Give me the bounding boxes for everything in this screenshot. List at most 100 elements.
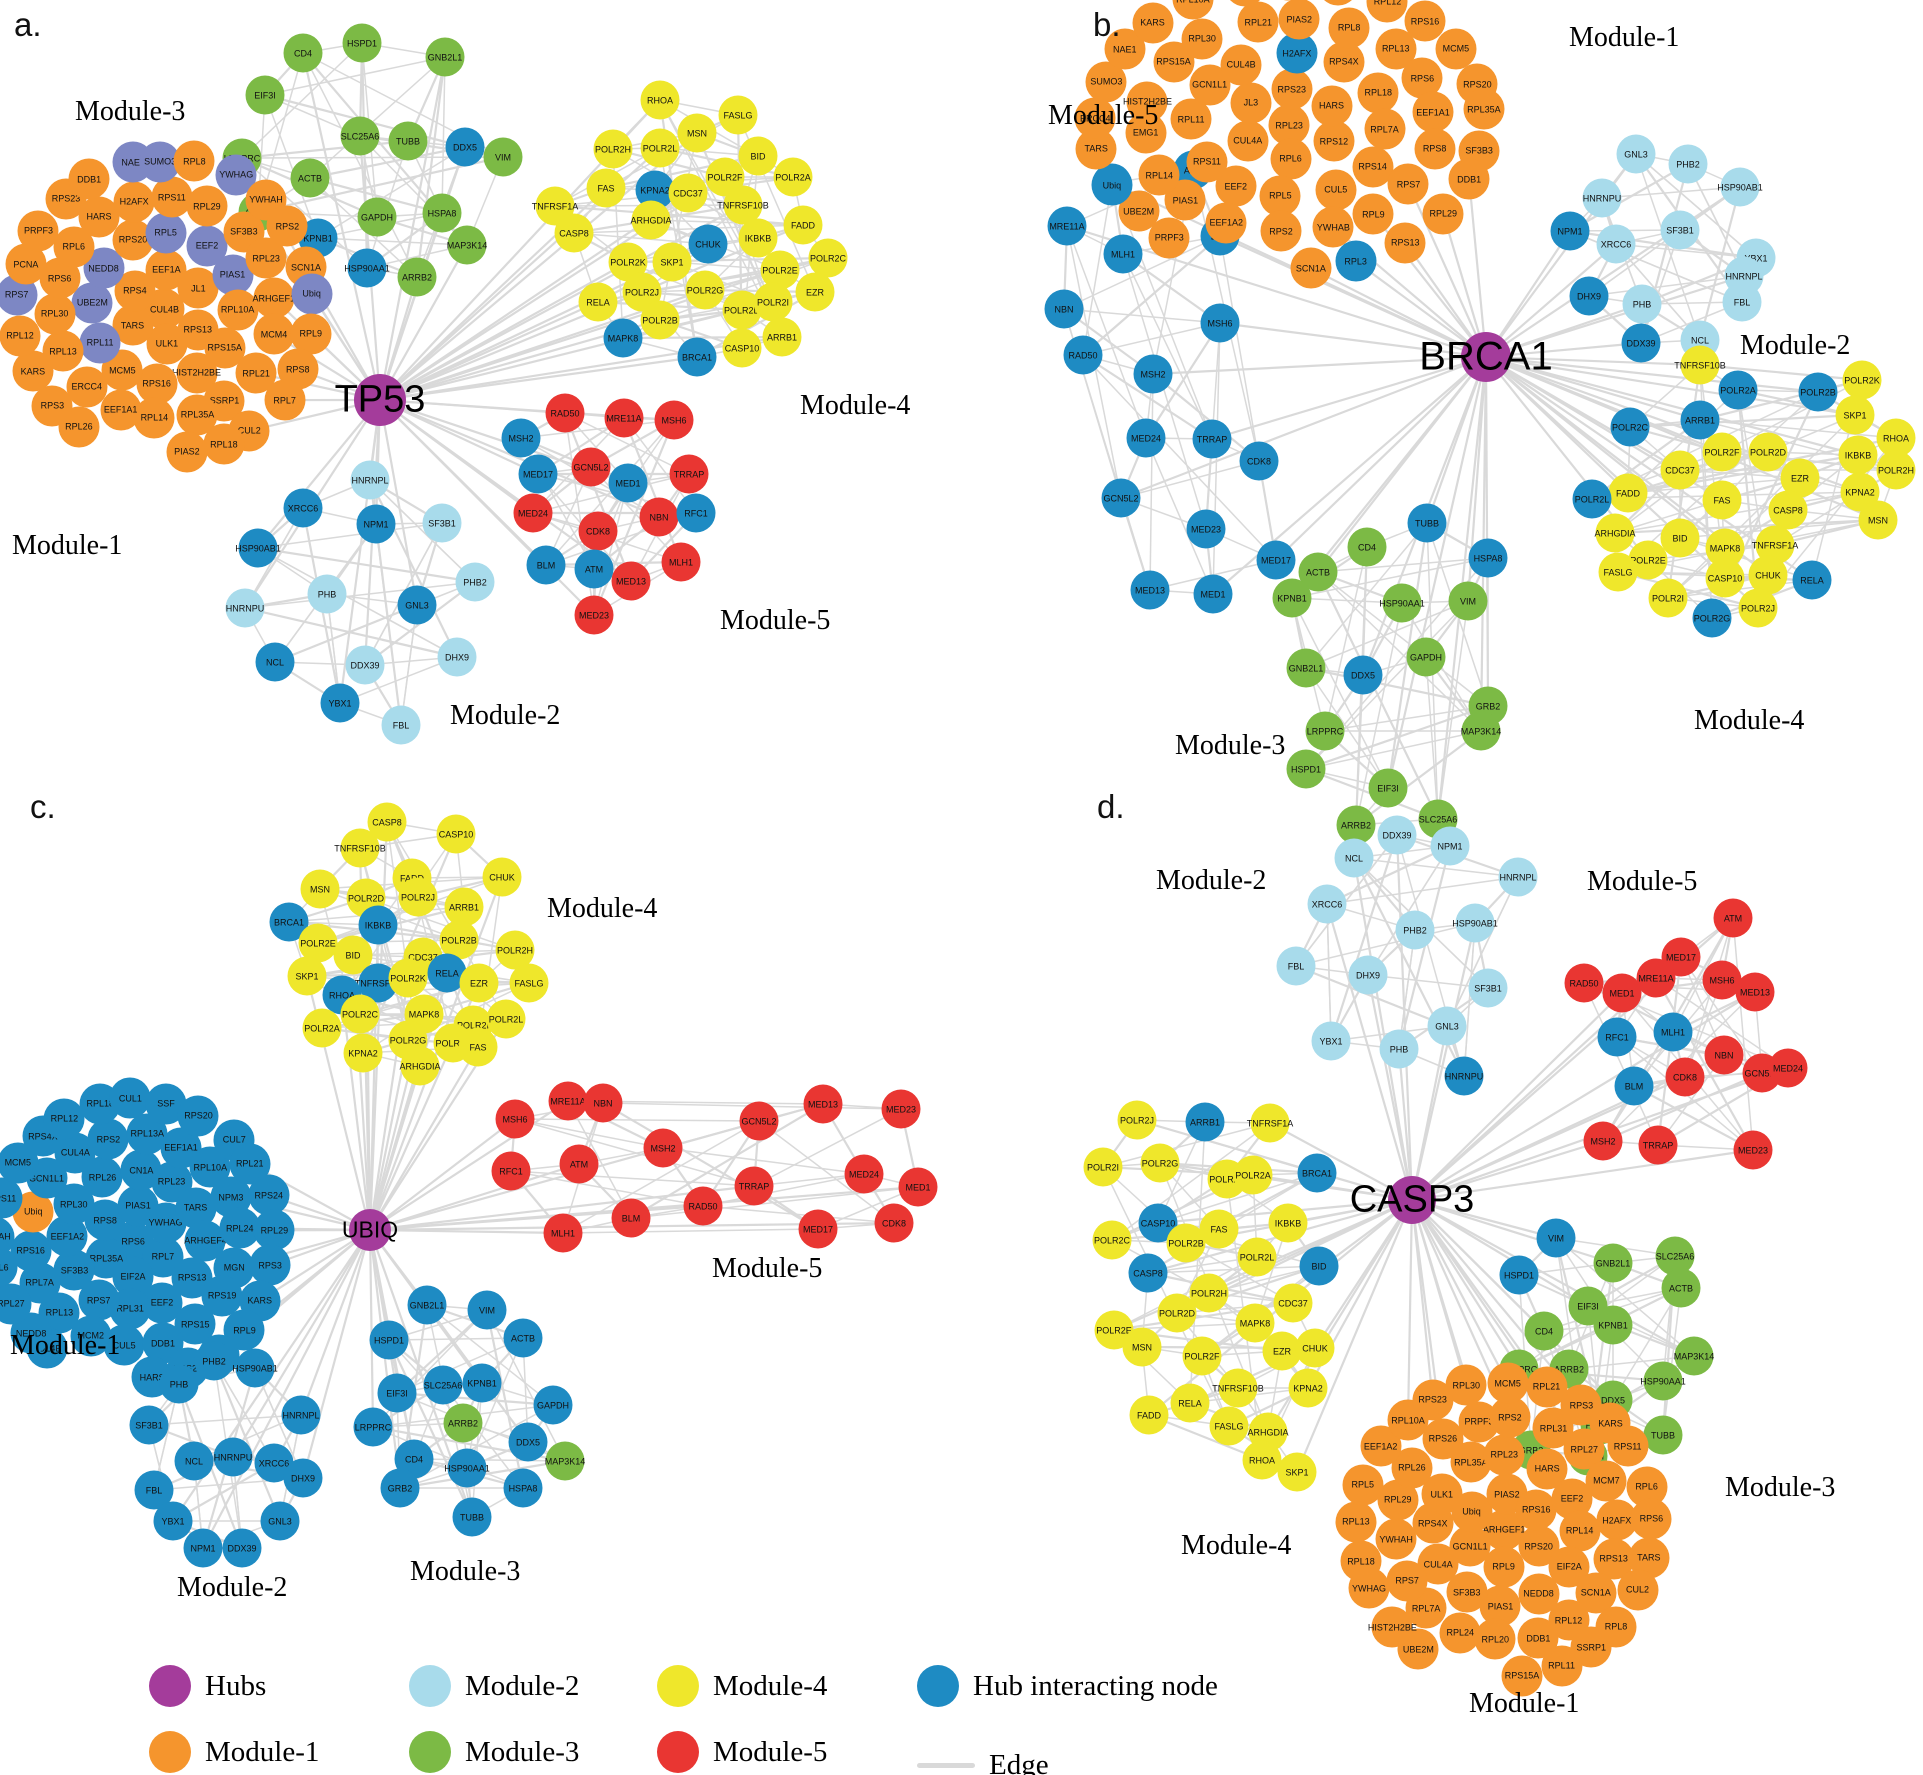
- node-rad50[interactable]: RAD50: [1564, 963, 1604, 1003]
- hub-node-casp3[interactable]: [1388, 1176, 1436, 1224]
- node-phb[interactable]: PHB: [1622, 284, 1662, 324]
- node-nbn[interactable]: NBN: [1704, 1035, 1744, 1075]
- node-phb2[interactable]: PHB2: [1668, 144, 1708, 184]
- node-hnrnpl[interactable]: HNRNPL: [350, 460, 390, 500]
- node-polr2l[interactable]: POLR2L: [1572, 479, 1612, 519]
- node-rfc1[interactable]: RFC1: [676, 493, 716, 533]
- node-kpnb1[interactable]: KPNB1: [1272, 578, 1312, 618]
- node-ubiq[interactable]: Ubiq: [1091, 164, 1133, 206]
- node-map3k14[interactable]: MAP3K14: [1674, 1336, 1714, 1376]
- node-tnfrsf10b[interactable]: TNFRSF10B: [1212, 1368, 1264, 1408]
- node-slc25a6[interactable]: SLC25A6: [423, 1365, 463, 1405]
- node-msh6[interactable]: MSH6: [1200, 303, 1240, 343]
- node-rpl29[interactable]: RPL29: [186, 185, 228, 227]
- node-fas[interactable]: FAS: [1199, 1209, 1239, 1249]
- node-msh2[interactable]: MSH2: [1583, 1121, 1623, 1161]
- node-med13[interactable]: MED13: [1735, 972, 1775, 1012]
- node-mlh1[interactable]: MLH1: [661, 542, 701, 582]
- node-polr2j[interactable]: POLR2J: [1738, 588, 1778, 628]
- node-hars[interactable]: HARS: [1311, 85, 1353, 127]
- node-ybx1[interactable]: YBX1: [1311, 1021, 1351, 1061]
- node-rpl20[interactable]: RPL20: [1474, 1618, 1516, 1660]
- node-xrcc6[interactable]: XRCC6: [283, 488, 323, 528]
- node-gcn5l2[interactable]: GCN5L2: [739, 1101, 779, 1141]
- node-med1[interactable]: MED1: [1602, 973, 1642, 1013]
- node-skp1[interactable]: SKP1: [1277, 1452, 1317, 1492]
- node-prpf3[interactable]: PRPF3: [17, 210, 59, 252]
- node-actb[interactable]: ACTB: [1661, 1268, 1701, 1308]
- node-polr2a[interactable]: POLR2A: [773, 157, 813, 197]
- node-med1[interactable]: MED1: [608, 463, 648, 503]
- node-rpl7a[interactable]: RPL7A: [1364, 108, 1406, 150]
- node-med13[interactable]: MED13: [611, 561, 651, 601]
- node-actb[interactable]: ACTB: [503, 1318, 543, 1358]
- node-rps16[interactable]: RPS16: [1515, 1489, 1557, 1530]
- node-cul1[interactable]: CUL1: [109, 1077, 151, 1119]
- node-cdc37[interactable]: CDC37: [1273, 1283, 1313, 1323]
- node-chuk[interactable]: CHUK: [688, 224, 728, 264]
- node-xrcc6[interactable]: XRCC6: [1307, 884, 1347, 924]
- node-hsp90ab1[interactable]: HSP90AB1: [235, 528, 281, 568]
- node-eef1a2[interactable]: EEF1A2: [1205, 202, 1247, 244]
- node-dhx9[interactable]: DHX9: [1348, 955, 1388, 995]
- node-ezr[interactable]: EZR: [795, 272, 835, 312]
- node-gapdh[interactable]: GAPDH: [1406, 637, 1446, 677]
- node-hspa8[interactable]: HSPA8: [1468, 538, 1508, 578]
- node-msh6[interactable]: MSH6: [654, 400, 694, 440]
- node-med17[interactable]: MED17: [798, 1209, 838, 1249]
- node-polr2c[interactable]: POLR2C: [1610, 407, 1650, 447]
- node-rfc1[interactable]: RFC1: [1597, 1017, 1637, 1057]
- node-msn[interactable]: MSN: [1858, 500, 1898, 540]
- node-hspd1[interactable]: HSPD1: [1499, 1255, 1539, 1295]
- node-gcn5l2[interactable]: GCN5L2: [571, 447, 611, 487]
- node-ywhah[interactable]: YWHAH: [1375, 1518, 1417, 1560]
- node-polr2i[interactable]: POLR2I: [1648, 578, 1688, 618]
- node-vim[interactable]: VIM: [1536, 1218, 1576, 1258]
- node-atm[interactable]: ATM: [559, 1144, 599, 1184]
- node-tubb[interactable]: TUBB: [452, 1497, 492, 1537]
- node-med17[interactable]: MED17: [518, 454, 558, 494]
- node-mlh1[interactable]: MLH1: [543, 1213, 583, 1253]
- node-polr2g[interactable]: POLR2G: [1692, 598, 1732, 638]
- node-cd4[interactable]: CD4: [1524, 1311, 1564, 1351]
- node-dhx9[interactable]: DHX9: [437, 637, 477, 677]
- node-hsp90aa1[interactable]: HSP90AA1: [1379, 583, 1425, 623]
- node-rela[interactable]: RELA: [578, 282, 618, 322]
- node-msh2[interactable]: MSH2: [501, 418, 541, 458]
- node-bid[interactable]: BID: [1660, 518, 1700, 558]
- node-ncl[interactable]: NCL: [255, 642, 295, 682]
- node-ezr[interactable]: EZR: [1262, 1331, 1302, 1371]
- node-nbn[interactable]: NBN: [1044, 289, 1084, 329]
- node-ncl[interactable]: NCL: [174, 1441, 214, 1481]
- node-rpl30[interactable]: RPL30: [1181, 18, 1223, 60]
- node-rfc1[interactable]: RFC1: [491, 1151, 531, 1191]
- node-ikbkb[interactable]: IKBKB: [1268, 1203, 1308, 1243]
- node-rad50[interactable]: RAD50: [545, 393, 585, 433]
- node-hsp90aa1[interactable]: HSP90AA1: [344, 248, 390, 288]
- node-mlh1[interactable]: MLH1: [1103, 234, 1143, 274]
- node-cul4a[interactable]: CUL4A: [1227, 120, 1269, 162]
- node-fas[interactable]: FAS: [586, 168, 626, 208]
- node-rps7[interactable]: RPS7: [1386, 1560, 1428, 1602]
- node-casp8[interactable]: CASP8: [1128, 1253, 1168, 1293]
- node-map3k14[interactable]: MAP3K14: [545, 1441, 585, 1481]
- node-mre11a[interactable]: MRE11A: [604, 398, 644, 438]
- node-ubiq[interactable]: Ubiq: [291, 273, 333, 315]
- node-rps26[interactable]: RPS26: [1422, 1418, 1464, 1460]
- node-phb2[interactable]: PHB2: [1395, 910, 1435, 950]
- node-rpl6[interactable]: RPL6: [1270, 138, 1311, 180]
- node-nbn[interactable]: NBN: [583, 1083, 623, 1123]
- node-rps20[interactable]: RPS20: [177, 1095, 219, 1137]
- node-sf3b1[interactable]: SF3B1: [129, 1405, 169, 1445]
- node-sf3b3[interactable]: SF3B3: [53, 1249, 95, 1291]
- node-tubb[interactable]: TUBB: [1643, 1415, 1683, 1455]
- node-gnl3[interactable]: GNL3: [1616, 134, 1656, 174]
- node-hnrnpu[interactable]: HNRNPU: [225, 588, 265, 628]
- node-eef1a1[interactable]: EEF1A1: [1412, 91, 1454, 133]
- node-lrpprc[interactable]: LRPPRC: [353, 1407, 393, 1447]
- node-xrcc6[interactable]: XRCC6: [1596, 224, 1636, 264]
- node-rps12[interactable]: RPS12: [1313, 120, 1355, 162]
- node-cul5[interactable]: CUL5: [1315, 169, 1357, 211]
- node-trrap[interactable]: TRRAP: [1192, 419, 1232, 459]
- node-hnrnpl[interactable]: HNRNPL: [281, 1395, 321, 1435]
